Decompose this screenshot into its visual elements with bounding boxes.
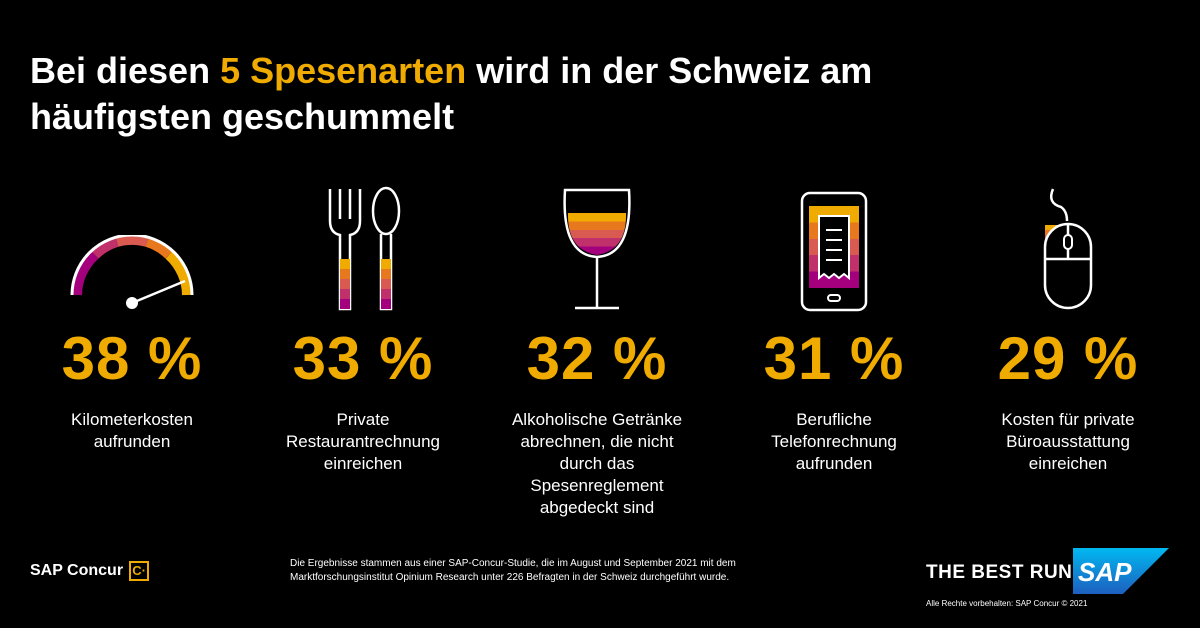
concur-mark-icon: C·	[129, 561, 149, 581]
percent-value: 33 %	[248, 325, 478, 393]
percent-value: 29 %	[953, 325, 1183, 393]
slogan: THE BEST RUN	[926, 562, 1072, 584]
stat-bueroausstattung: 29 % Kosten für private Büroausstattung ei…	[953, 175, 1183, 475]
item-label: Private Restaurantrechnung einreichen	[248, 409, 478, 475]
brand-name: SAP Concur	[30, 562, 123, 580]
percent-value: 31 %	[719, 325, 949, 393]
item-label: Alkoholische Getränke abrechnen, die nich…	[482, 409, 712, 519]
stat-kilometerkosten: 38 % Kilometerkosten aufrunden	[17, 175, 247, 453]
title-highlight: 5 Spesenarten	[220, 50, 466, 91]
page-title: Bei diesen 5 Spesenarten wird in der Sch…	[30, 48, 1030, 140]
percent-value: 38 %	[17, 325, 247, 393]
note-line-2: Marktforschungsinstitut Opinium Research…	[290, 571, 810, 585]
stat-telefonrechnung: 31 % Berufliche Telefonrechnung aufrunden	[719, 175, 949, 475]
note-line-1: Die Ergebnisse stammen aus einer SAP-Con…	[290, 557, 810, 571]
item-label: Berufliche Telefonrechnung aufrunden	[719, 409, 949, 475]
copyright: Alle Rechte vorbehalten: SAP Concur © 20…	[926, 599, 1087, 608]
stat-restaurantrechnung: 33 % Private Restaurantrechnung einreichen	[248, 175, 478, 475]
sap-logo-icon: SAP	[1073, 548, 1169, 594]
item-label: Kilometerkosten aufrunden	[17, 409, 247, 453]
title-prefix: Bei diesen	[30, 50, 220, 91]
fork-spoon-icon	[248, 175, 478, 315]
sap-logo-text: SAP	[1078, 557, 1132, 587]
percent-value: 32 %	[482, 325, 712, 393]
wine-glass-icon	[482, 175, 712, 315]
item-label: Kosten für private Büroausstattung einreic…	[953, 409, 1183, 475]
smartphone-receipt-icon	[719, 175, 949, 315]
study-note: Die Ergebnisse stammen aus einer SAP-Con…	[290, 557, 810, 585]
sap-concur-logo: SAP Concur C·	[30, 561, 149, 581]
computer-mouse-icon	[953, 175, 1183, 315]
speedometer-icon	[17, 175, 247, 315]
stat-alkohol: 32 % Alkoholische Getränke abrechnen, die…	[482, 175, 712, 519]
